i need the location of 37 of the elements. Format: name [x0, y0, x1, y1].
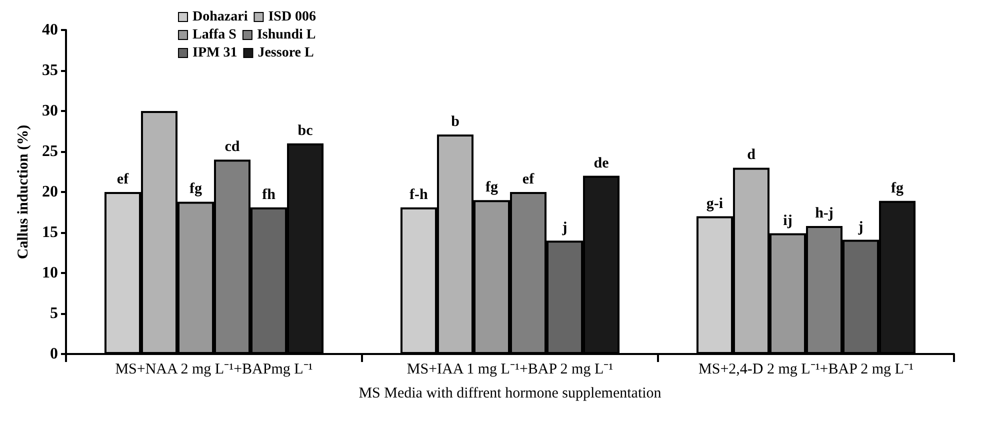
- y-axis-title: Callus induction (%): [16, 124, 32, 260]
- y-tick-label: 30: [42, 102, 58, 120]
- data-label: g-i: [706, 196, 724, 212]
- data-label: fg: [891, 180, 904, 196]
- legend-label: ISD 006: [268, 10, 316, 24]
- data-label: j: [857, 219, 864, 236]
- y-tick-label: 0: [50, 346, 58, 362]
- data-label: bc: [298, 122, 314, 139]
- x-tick-label: MS+NAA 2 mg L⁻¹+BAPmg L⁻¹: [115, 362, 313, 378]
- data-label: j: [561, 220, 568, 236]
- legend-label: Ishundi L: [256, 28, 316, 42]
- data-label: h-j: [815, 206, 834, 222]
- data-label: d: [747, 147, 756, 164]
- data-label: fg: [189, 181, 202, 198]
- legend-label: IPM 31: [192, 46, 238, 60]
- data-label: ij: [783, 212, 792, 229]
- y-tick-label: 20: [42, 184, 58, 200]
- data-label: b: [451, 114, 460, 130]
- data-label: f-h: [410, 186, 429, 203]
- y-tick-label: 35: [42, 62, 58, 79]
- legend-label: Jessore L: [258, 46, 314, 60]
- data-label: ef: [522, 172, 536, 188]
- y-tick-label: 25: [42, 143, 58, 160]
- x-tick-label: MS+IAA 1 mg L⁻¹+BAP 2 mg L⁻¹: [406, 362, 614, 378]
- y-tick-label: 40: [42, 22, 58, 38]
- legend-label: Dohazari: [192, 10, 248, 24]
- y-tick-label: 15: [42, 224, 58, 241]
- y-tick-label: 10: [42, 264, 58, 282]
- data-label: de: [594, 155, 610, 172]
- y-tick-label: 5: [50, 305, 58, 322]
- data-label: fg: [485, 180, 498, 196]
- legend-label: Laffa S: [192, 28, 237, 42]
- data-label: ef: [116, 172, 130, 188]
- data-label: cd: [224, 139, 240, 156]
- data-label: fh: [262, 186, 276, 203]
- x-axis-title: MS Media with diffrent hormone supplementation: [358, 386, 662, 402]
- x-tick-label: MS+2,4-D 2 mg L⁻¹+BAP 2 mg L⁻¹: [698, 362, 914, 378]
